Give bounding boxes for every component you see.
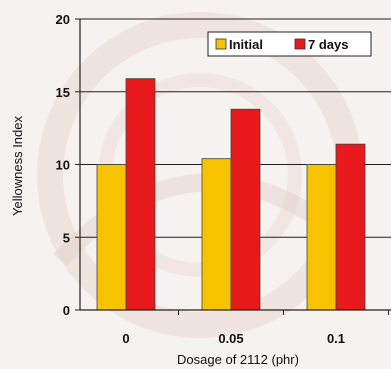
bar-7-days-2 — [335, 143, 366, 311]
x-tick-label: 0.1 — [327, 331, 345, 346]
bar-7-days-0 — [125, 78, 156, 311]
axes — [75, 18, 391, 315]
y-tick-label: 5 — [63, 230, 70, 245]
x-tick-label: 0 — [122, 331, 129, 346]
bar-7-days-1 — [230, 108, 261, 311]
y-tick-label: 15 — [56, 85, 70, 100]
x-tick-labels: 0 0.05 0.1 — [122, 331, 345, 346]
y-tick-label: 10 — [56, 158, 70, 173]
legend-label-7-days: 7 days — [308, 37, 348, 52]
x-axis-label: Dosage of 2112 (phr) — [177, 352, 299, 367]
bar-initial-0 — [96, 164, 127, 311]
bar-initial-1 — [201, 158, 232, 311]
legend: Initial 7 days — [207, 31, 372, 57]
x-tick-label: 0.05 — [218, 331, 243, 346]
bar-initial-2 — [306, 164, 337, 311]
bars — [96, 78, 366, 311]
legend-box — [207, 31, 372, 57]
y-tick-label: 20 — [56, 12, 70, 27]
legend-swatch-initial — [215, 38, 227, 50]
y-axis-label: Yellowness Index — [10, 116, 25, 216]
y-tick-labels: 0 5 10 15 20 — [56, 12, 70, 318]
legend-swatch-7-days — [294, 38, 306, 50]
legend-label-initial: Initial — [229, 37, 263, 52]
y-tick-label: 0 — [63, 303, 70, 318]
